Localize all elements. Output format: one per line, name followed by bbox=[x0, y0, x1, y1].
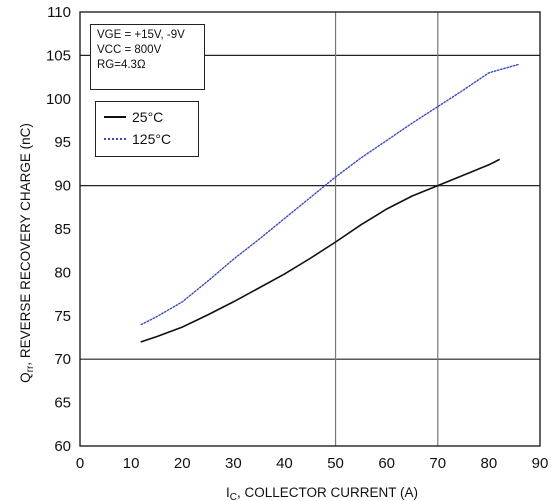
legend-label-25c: 25°C bbox=[132, 109, 164, 125]
y-tick-105: 105 bbox=[46, 47, 71, 64]
legend: 25°C 125°C bbox=[95, 101, 199, 157]
x-tick-40: 40 bbox=[276, 455, 293, 472]
y-tick-75: 75 bbox=[54, 308, 71, 325]
x-tick-10: 10 bbox=[123, 455, 140, 472]
condition-rg: RG=4.3Ω bbox=[97, 59, 146, 71]
test-conditions-box: VGE = +15V, -9V VCC = 800V RG=4.3Ω bbox=[90, 24, 205, 90]
y-tick-70: 70 bbox=[54, 351, 71, 368]
legend-item-25c: 25°C bbox=[104, 109, 163, 125]
series-line-25c bbox=[140, 158, 500, 343]
y-tick-90: 90 bbox=[54, 178, 71, 195]
x-tick-0: 0 bbox=[76, 455, 84, 472]
x-tick-60: 60 bbox=[378, 455, 395, 472]
x-tick-labels: 0 10 20 30 40 50 60 70 80 90 bbox=[76, 455, 549, 472]
y-tick-65: 65 bbox=[54, 395, 71, 412]
y-tick-95: 95 bbox=[54, 134, 71, 151]
x-tick-70: 70 bbox=[429, 455, 446, 472]
x-tick-80: 80 bbox=[481, 455, 498, 472]
series-lines bbox=[140, 63, 521, 343]
y-tick-60: 60 bbox=[54, 438, 71, 455]
condition-vge: VGE = +15V, -9V bbox=[97, 29, 185, 41]
condition-vcc: VCC = 800V bbox=[97, 44, 162, 56]
x-tick-30: 30 bbox=[225, 455, 242, 472]
y-tick-labels: 60 65 70 75 80 85 90 95 100 105 110 bbox=[46, 4, 71, 455]
x-tick-20: 20 bbox=[174, 455, 191, 472]
y-tick-85: 85 bbox=[54, 221, 71, 238]
legend-swatch-dotted bbox=[104, 138, 126, 140]
legend-swatch-solid bbox=[104, 116, 126, 118]
plot-frame bbox=[79, 11, 541, 447]
y-axis-label: Qrr, REVERSE RECOVERY CHARGE (nC) bbox=[18, 123, 36, 383]
legend-item-125c: 125°C bbox=[104, 131, 171, 147]
y-tick-80: 80 bbox=[54, 264, 71, 281]
legend-label-125c: 125°C bbox=[132, 131, 172, 147]
x-tick-50: 50 bbox=[327, 455, 344, 472]
y-tick-110: 110 bbox=[47, 4, 71, 21]
x-axis-label: IC, COLLECTOR CURRENT (A) bbox=[226, 485, 418, 501]
y-tick-100: 100 bbox=[46, 91, 71, 108]
series-line-125c bbox=[140, 63, 521, 326]
x-tick-90: 90 bbox=[532, 455, 549, 472]
